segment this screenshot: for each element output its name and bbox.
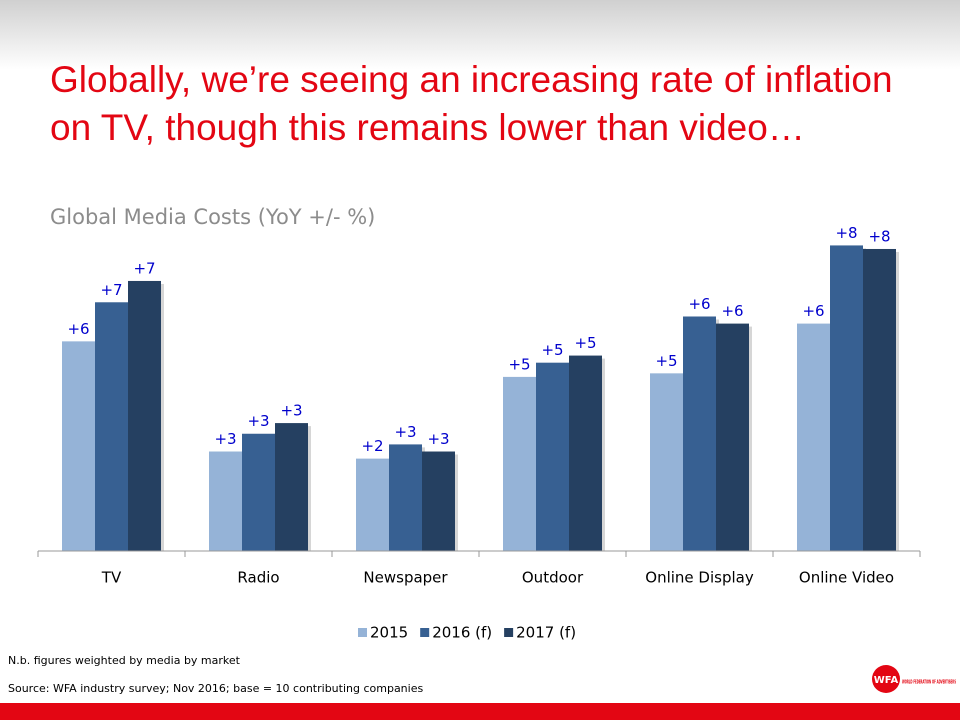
value-label: +8 [868, 227, 890, 245]
chart-title: Global Media Costs (YoY +/- %) [50, 205, 375, 229]
logo: WFA WORLD FEDERATION OF ADVERTISERS [872, 665, 956, 693]
bar [650, 373, 683, 551]
legend-label: 2015 [370, 624, 408, 642]
bar [569, 355, 602, 551]
value-label: +5 [655, 352, 677, 370]
x-tick-label: TV [101, 569, 122, 587]
value-label: +6 [67, 320, 89, 338]
logo-mark: WFA [874, 675, 899, 686]
value-label: +3 [247, 412, 269, 430]
bar [797, 323, 830, 551]
value-label: +3 [394, 423, 416, 441]
legend-swatch [358, 628, 367, 637]
source-note: Source: WFA industry survey; Nov 2016; b… [8, 682, 424, 695]
bottom-bar [0, 703, 960, 720]
bar [830, 245, 863, 551]
bar [503, 376, 536, 551]
x-tick-label: Radio [237, 569, 279, 587]
value-label: +5 [541, 341, 563, 359]
value-label: +6 [721, 302, 743, 320]
bar [863, 248, 896, 551]
footnote: N.b. figures weighted by media by market [8, 654, 240, 667]
value-label: +6 [688, 295, 710, 313]
legend-swatch [420, 628, 430, 637]
x-tick-label: Outdoor [522, 569, 584, 587]
bar [716, 323, 749, 551]
bar [389, 444, 422, 551]
legend: 2015 2016 (f) 2017 (f) [358, 624, 576, 642]
legend-swatch [504, 628, 514, 637]
bar [128, 280, 161, 551]
value-label: +3 [427, 430, 449, 448]
x-tick-label: Newspaper [363, 569, 448, 587]
bar [209, 451, 242, 551]
value-label: +3 [280, 402, 302, 420]
bar [242, 433, 275, 551]
bar [422, 451, 455, 551]
value-label: +7 [133, 259, 155, 277]
value-label: +8 [835, 224, 857, 242]
value-label: +7 [100, 281, 122, 299]
x-tick-label: Online Display [645, 569, 754, 587]
bar [95, 302, 128, 551]
logo-circle [872, 665, 900, 693]
value-label: +5 [574, 334, 596, 352]
bar [683, 316, 716, 551]
bar [356, 458, 389, 551]
value-label: +5 [508, 355, 530, 373]
bar [62, 341, 95, 551]
logo-text: WORLD FEDERATION OF ADVERTISERS [902, 680, 956, 686]
slide-title: Globally, we’re seeing an increasing rat… [50, 59, 893, 148]
legend-label: 2017 (f) [516, 624, 576, 642]
value-label: +3 [214, 430, 236, 448]
bar [275, 423, 308, 551]
x-tick-label: Online Video [799, 569, 894, 587]
bar [536, 362, 569, 551]
legend-label: 2016 (f) [432, 624, 492, 642]
value-label: +6 [802, 302, 824, 320]
value-label: +2 [361, 437, 383, 455]
